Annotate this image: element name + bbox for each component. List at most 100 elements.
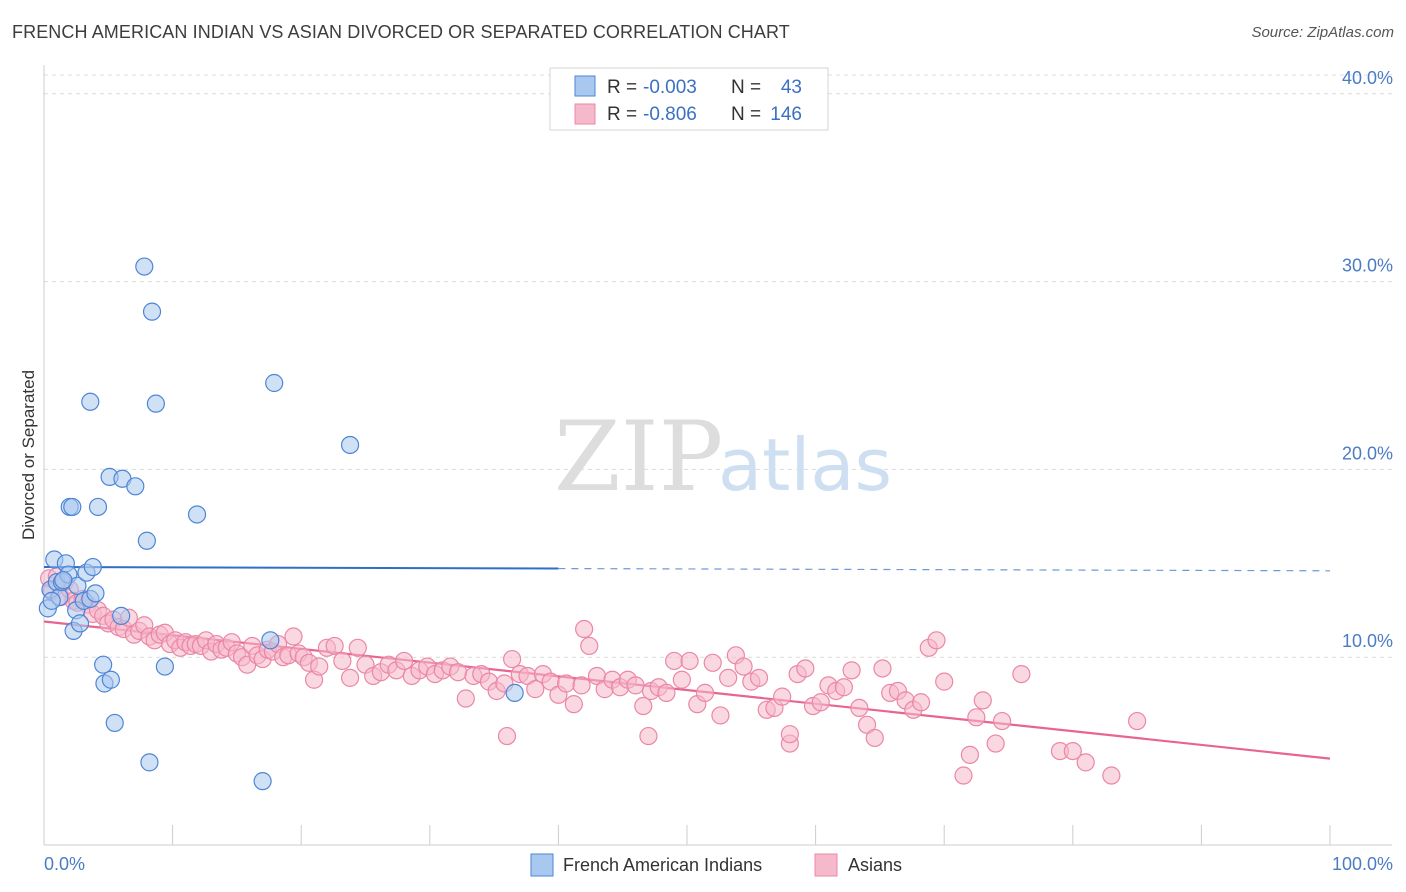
x-tick-label: 100.0% xyxy=(1332,854,1393,874)
y-tick-label: 30.0% xyxy=(1342,256,1393,276)
point-french-american-indian xyxy=(126,477,145,496)
axes xyxy=(43,65,1392,846)
point-asian xyxy=(734,657,753,676)
legend-box xyxy=(549,67,829,131)
watermark-atlas: atlas xyxy=(718,423,892,507)
x-tick-label: 0.0% xyxy=(44,854,85,874)
trend-line-french-american-indian-dashed xyxy=(558,567,1331,572)
y-axis-label: Divorced or Separated xyxy=(19,370,38,540)
point-french-american-indian xyxy=(42,591,61,610)
point-french-american-indian xyxy=(86,584,105,603)
bottom-legend-label-2: Asians xyxy=(848,855,902,875)
point-asian xyxy=(1102,766,1121,785)
point-asian xyxy=(811,693,830,712)
point-asian xyxy=(911,693,931,712)
point-french-american-indian xyxy=(137,531,156,550)
point-french-american-indian xyxy=(54,571,73,590)
point-french-american-indian xyxy=(155,657,174,676)
point-asian xyxy=(394,651,414,671)
point-french-american-indian xyxy=(261,631,280,650)
trend-line-french-american-indian xyxy=(43,566,559,570)
y-tick-label: 40.0% xyxy=(1342,68,1393,88)
point-asian xyxy=(1127,711,1147,731)
point-french-american-indian xyxy=(140,753,159,772)
point-asian xyxy=(665,651,684,671)
point-asian xyxy=(749,668,769,687)
tick-labels: 10.0% 20.0% 30.0% 40.0% 0.0% 100.0% xyxy=(44,68,1393,874)
legend-n-label-2: N = xyxy=(731,104,761,125)
point-french-american-indian xyxy=(253,772,272,791)
bottom-legend-swatch-blue xyxy=(530,853,554,877)
point-asian xyxy=(935,672,954,691)
point-asian xyxy=(973,691,992,710)
legend-n-label-1: N = xyxy=(731,77,761,98)
point-asian xyxy=(967,708,986,727)
point-french-american-indian xyxy=(112,606,131,625)
point-asian xyxy=(986,734,1005,753)
point-asian xyxy=(333,651,352,671)
y-tick-label: 10.0% xyxy=(1342,631,1393,651)
point-asian xyxy=(672,670,691,689)
legend-n-value-2: 146 xyxy=(770,104,802,125)
point-asian xyxy=(695,683,715,702)
point-asian xyxy=(340,668,360,687)
source-credit: Source: ZipAtlas.com xyxy=(1251,24,1394,41)
point-asian xyxy=(448,663,468,682)
point-asian xyxy=(719,668,738,687)
point-french-american-indian xyxy=(105,713,124,733)
point-asian xyxy=(703,653,722,672)
watermark-zip: ZIP xyxy=(554,401,723,513)
legend-n-value-1: 43 xyxy=(781,77,802,98)
data-points xyxy=(38,257,1147,791)
point-asian xyxy=(575,619,594,639)
point-asian xyxy=(1063,741,1082,761)
point-asian xyxy=(954,766,973,785)
point-asian xyxy=(580,636,599,656)
point-french-american-indian xyxy=(88,497,108,517)
legend-swatch-blue xyxy=(574,75,596,97)
point-asian xyxy=(325,636,344,656)
point-asian xyxy=(557,674,576,693)
bottom-legend-label-1: French American Indians xyxy=(563,855,762,875)
point-french-american-indian xyxy=(142,302,162,321)
point-french-american-indian xyxy=(101,670,120,689)
legend-r-value-1: -0.003 xyxy=(643,77,697,98)
y-tick-label: 20.0% xyxy=(1342,443,1393,463)
point-asian xyxy=(960,745,980,764)
gridlines xyxy=(44,74,1392,658)
point-asian xyxy=(503,649,522,669)
legend-r-label-2: R = xyxy=(607,104,637,125)
point-asian xyxy=(842,661,861,680)
point-asian xyxy=(834,678,853,697)
bottom-legend: French American Indians Asians xyxy=(530,853,902,877)
watermark: ZIP atlas xyxy=(554,401,892,513)
point-asian xyxy=(796,659,815,678)
point-asian xyxy=(456,689,475,708)
point-french-american-indian xyxy=(135,257,154,276)
point-asian xyxy=(773,687,792,706)
point-asian xyxy=(572,676,591,695)
point-french-american-indian xyxy=(81,392,100,411)
point-french-american-indian xyxy=(63,497,82,517)
point-asian xyxy=(865,728,884,748)
point-asian xyxy=(284,627,303,646)
point-french-american-indian xyxy=(83,557,102,577)
point-asian xyxy=(873,659,892,678)
legend-swatch-pink xyxy=(574,103,596,125)
point-french-american-indian xyxy=(94,655,113,674)
point-asian xyxy=(626,676,645,695)
point-asian xyxy=(850,698,869,718)
point-french-american-indian xyxy=(340,435,360,455)
bottom-legend-swatch-pink xyxy=(814,853,838,877)
legend-r-value-2: -0.806 xyxy=(643,104,697,125)
legend: R = -0.003 N = 43 R = -0.806 N = 146 xyxy=(549,67,829,131)
point-asian xyxy=(657,683,676,702)
point-french-american-indian xyxy=(265,373,284,393)
point-french-american-indian xyxy=(146,394,165,413)
point-asian xyxy=(564,695,583,714)
point-asian xyxy=(310,657,329,676)
point-asian xyxy=(348,638,367,657)
point-asian xyxy=(711,706,730,725)
point-french-american-indian xyxy=(70,614,90,633)
